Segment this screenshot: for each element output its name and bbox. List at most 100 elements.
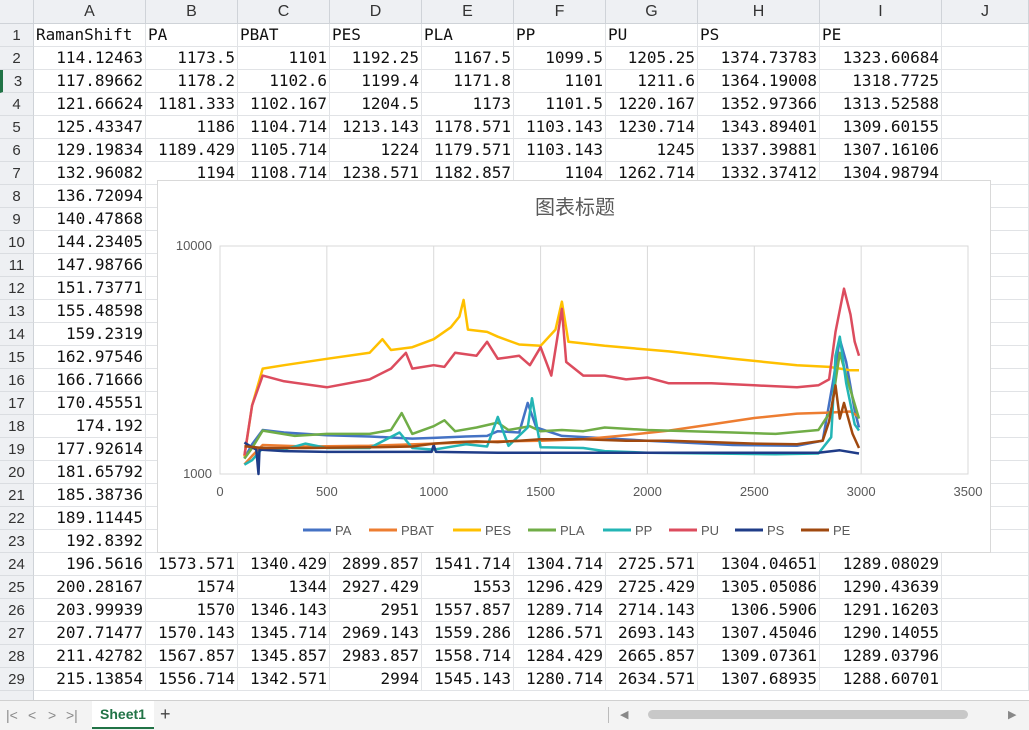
- cell-i4[interactable]: 1313.52588: [820, 93, 942, 116]
- cell-h5[interactable]: 1343.89401: [698, 116, 820, 139]
- cell-b26[interactable]: 1570: [146, 599, 238, 622]
- cell-i2[interactable]: 1323.60684: [820, 47, 942, 70]
- row-header-2[interactable]: 2: [0, 47, 34, 70]
- cell-g27[interactable]: 2693.143: [606, 622, 698, 645]
- cell-g4[interactable]: 1220.167: [606, 93, 698, 116]
- cell-i26[interactable]: 1291.16203: [820, 599, 942, 622]
- cell-a16[interactable]: 166.71666: [34, 369, 146, 392]
- cell-j2[interactable]: [942, 47, 1029, 70]
- cell-j28[interactable]: [942, 645, 1029, 668]
- cell-c5[interactable]: 1104.714: [238, 116, 330, 139]
- cell-c27[interactable]: 1345.714: [238, 622, 330, 645]
- cell-d4[interactable]: 1204.5: [330, 93, 422, 116]
- cell-c29[interactable]: 1342.571: [238, 668, 330, 691]
- row-header-23[interactable]: 23: [0, 530, 34, 553]
- cell-j29[interactable]: [942, 668, 1029, 691]
- cell-j1[interactable]: [942, 24, 1029, 47]
- cell-d27[interactable]: 2969.143: [330, 622, 422, 645]
- column-header-d[interactable]: D: [330, 0, 422, 24]
- cell-i27[interactable]: 1290.14055: [820, 622, 942, 645]
- cell-g5[interactable]: 1230.714: [606, 116, 698, 139]
- cell-b2[interactable]: 1173.5: [146, 47, 238, 70]
- cell-j26[interactable]: [942, 599, 1029, 622]
- cell-h25[interactable]: 1305.05086: [698, 576, 820, 599]
- column-header-h[interactable]: H: [698, 0, 820, 24]
- row-header-10[interactable]: 10: [0, 231, 34, 254]
- cell-d26[interactable]: 2951: [330, 599, 422, 622]
- cell-h27[interactable]: 1307.45046: [698, 622, 820, 645]
- cell-a21[interactable]: 185.38736: [34, 484, 146, 507]
- row-header-14[interactable]: 14: [0, 323, 34, 346]
- column-header-a[interactable]: A: [34, 0, 146, 24]
- cell-g2[interactable]: 1205.25: [606, 47, 698, 70]
- row-header-21[interactable]: 21: [0, 484, 34, 507]
- cell-f24[interactable]: 1304.714: [514, 553, 606, 576]
- cell-c6[interactable]: 1105.714: [238, 139, 330, 162]
- cell-e25[interactable]: 1553: [422, 576, 514, 599]
- cell-a11[interactable]: 147.98766: [34, 254, 146, 277]
- row-header-18[interactable]: 18: [0, 415, 34, 438]
- cell-b6[interactable]: 1189.429: [146, 139, 238, 162]
- chart[interactable]: 图表标题 0 500 1000 1500 2000 2500 3000 3500 1000 1000…: [157, 180, 991, 553]
- row-header-16[interactable]: 16: [0, 369, 34, 392]
- cell-a9[interactable]: 140.47868: [34, 208, 146, 231]
- cell-i25[interactable]: 1290.43639: [820, 576, 942, 599]
- row-header-29[interactable]: 29: [0, 668, 34, 691]
- cell-a23[interactable]: 192.8392: [34, 530, 146, 553]
- cell-f28[interactable]: 1284.429: [514, 645, 606, 668]
- column-header-j[interactable]: J: [942, 0, 1029, 24]
- cell-c3[interactable]: 1102.6: [238, 70, 330, 93]
- row-header-24[interactable]: 24: [0, 553, 34, 576]
- cell-e4[interactable]: 1173: [422, 93, 514, 116]
- cell-d28[interactable]: 2983.857: [330, 645, 422, 668]
- cell-b29[interactable]: 1556.714: [146, 668, 238, 691]
- cell-a12[interactable]: 151.73771: [34, 277, 146, 300]
- cell-a25[interactable]: 200.28167: [34, 576, 146, 599]
- cell-f29[interactable]: 1280.714: [514, 668, 606, 691]
- column-header-f[interactable]: F: [514, 0, 606, 24]
- cell-j25[interactable]: [942, 576, 1029, 599]
- cell-d5[interactable]: 1213.143: [330, 116, 422, 139]
- horizontal-scrollbar-thumb[interactable]: [648, 710, 968, 719]
- cell-i1[interactable]: PE: [820, 24, 942, 47]
- cell-j4[interactable]: [942, 93, 1029, 116]
- scroll-right-icon[interactable]: ▶: [1008, 709, 1017, 721]
- cell-i28[interactable]: 1289.03796: [820, 645, 942, 668]
- column-header-b[interactable]: B: [146, 0, 238, 24]
- sheet-tab-sheet1[interactable]: Sheet1: [92, 701, 154, 729]
- cell-c25[interactable]: 1344: [238, 576, 330, 599]
- cell-j5[interactable]: [942, 116, 1029, 139]
- cell-h1[interactable]: PS: [698, 24, 820, 47]
- cell-c28[interactable]: 1345.857: [238, 645, 330, 668]
- cell-j27[interactable]: [942, 622, 1029, 645]
- cell-d3[interactable]: 1199.4: [330, 70, 422, 93]
- cell-c26[interactable]: 1346.143: [238, 599, 330, 622]
- last-sheet-button[interactable]: >|: [66, 707, 78, 723]
- row-header-22[interactable]: 22: [0, 507, 34, 530]
- cell-a27[interactable]: 207.71477: [34, 622, 146, 645]
- cell-c2[interactable]: 1101: [238, 47, 330, 70]
- row-header-26[interactable]: 26: [0, 599, 34, 622]
- cell-g28[interactable]: 2665.857: [606, 645, 698, 668]
- cell-e5[interactable]: 1178.571: [422, 116, 514, 139]
- column-header-e[interactable]: E: [422, 0, 514, 24]
- cell-e27[interactable]: 1559.286: [422, 622, 514, 645]
- cell-b24[interactable]: 1573.571: [146, 553, 238, 576]
- row-header-8[interactable]: 8: [0, 185, 34, 208]
- cell-f5[interactable]: 1103.143: [514, 116, 606, 139]
- cell-g3[interactable]: 1211.6: [606, 70, 698, 93]
- cell-a5[interactable]: 125.43347: [34, 116, 146, 139]
- cell-e3[interactable]: 1171.8: [422, 70, 514, 93]
- cell-j24[interactable]: [942, 553, 1029, 576]
- cell-i29[interactable]: 1288.60701: [820, 668, 942, 691]
- cell-h26[interactable]: 1306.5906: [698, 599, 820, 622]
- cell-a6[interactable]: 129.19834: [34, 139, 146, 162]
- cell-d1[interactable]: PES: [330, 24, 422, 47]
- cell-a17[interactable]: 170.45551: [34, 392, 146, 415]
- row-header-5[interactable]: 5: [0, 116, 34, 139]
- row-header-13[interactable]: 13: [0, 300, 34, 323]
- row-header-3[interactable]: 3: [0, 70, 34, 93]
- cell-f3[interactable]: 1101: [514, 70, 606, 93]
- cell-b4[interactable]: 1181.333: [146, 93, 238, 116]
- cell-j3[interactable]: [942, 70, 1029, 93]
